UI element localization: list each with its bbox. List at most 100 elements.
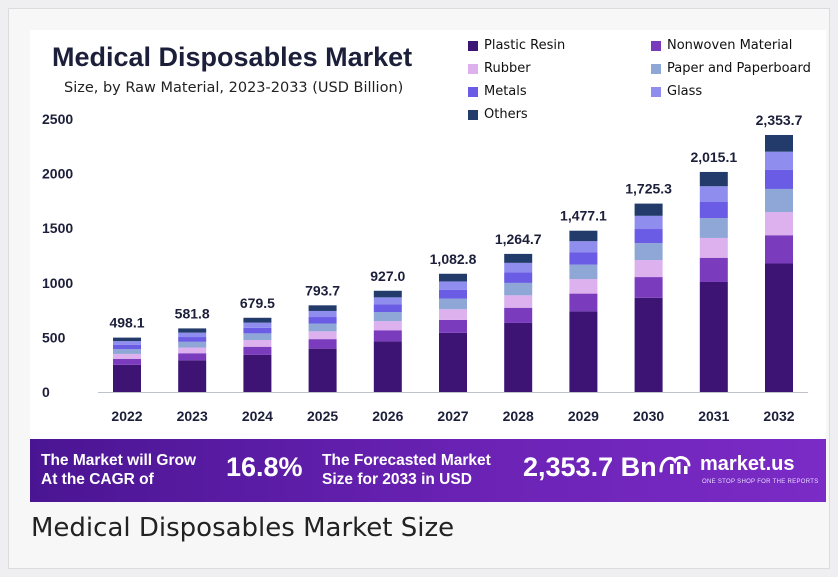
legend-item: Metals bbox=[468, 84, 527, 99]
data-label: 679.5 bbox=[240, 295, 275, 311]
bar-segment bbox=[373, 297, 402, 305]
bar-segment bbox=[113, 344, 141, 350]
x-tick-label: 2022 bbox=[111, 408, 142, 424]
bar-segment bbox=[373, 290, 402, 298]
legend-label: Paper and Paperboard bbox=[667, 61, 811, 76]
x-tick-label: 2030 bbox=[633, 408, 664, 424]
data-label: 581.8 bbox=[175, 305, 210, 321]
bar-segment bbox=[699, 257, 728, 282]
data-label: 927.0 bbox=[370, 268, 405, 284]
bar-segment bbox=[634, 243, 663, 261]
legend-swatch bbox=[651, 40, 661, 51]
x-tick-label: 2027 bbox=[437, 408, 468, 424]
market-us-logo-icon bbox=[659, 456, 691, 474]
x-tick-label: 2025 bbox=[307, 408, 338, 424]
bar-segment bbox=[504, 253, 533, 263]
data-label: 498.1 bbox=[109, 315, 144, 331]
brand-name: market.us bbox=[700, 452, 795, 475]
legend-item: Others bbox=[468, 107, 528, 122]
legend-label: Nonwoven Material bbox=[667, 38, 793, 53]
y-tick-label: 1000 bbox=[42, 275, 73, 291]
forecast-label-line1: The Forecasted Market bbox=[322, 452, 491, 469]
legend-label: Rubber bbox=[484, 61, 531, 76]
cagr-label: The Market will Grow At the CAGR of bbox=[41, 451, 196, 489]
legend-item: Plastic Resin bbox=[468, 38, 565, 53]
x-tick-label: 2029 bbox=[568, 408, 599, 424]
bar-segment bbox=[765, 212, 793, 236]
bar-segment bbox=[634, 260, 663, 278]
data-label: 1,725.3 bbox=[625, 181, 672, 197]
bar-segment bbox=[439, 281, 467, 290]
chart-plot: 0 500 1000 1500 2000 2500 498.1 2022 581.8 2023 67… bbox=[42, 111, 808, 424]
bar-segment bbox=[243, 322, 272, 328]
bar-segment bbox=[699, 237, 728, 258]
figure-card: Medical Disposables Market Size, by Raw … bbox=[8, 8, 830, 569]
legend-label: Metals bbox=[484, 84, 527, 99]
bar-segment bbox=[373, 341, 402, 392]
bar-segment bbox=[699, 281, 728, 392]
cagr-label-line2: At the CAGR of bbox=[41, 471, 154, 488]
bar-segment bbox=[178, 337, 207, 342]
bar-segment bbox=[178, 341, 207, 348]
bar-segment bbox=[569, 264, 598, 280]
bar-segment bbox=[243, 354, 272, 392]
bar-segment bbox=[504, 262, 533, 273]
bar-segment bbox=[765, 169, 793, 189]
bar-segment bbox=[113, 353, 141, 359]
bar-segment bbox=[373, 321, 402, 331]
forecast-label-line2: Size for 2033 in USD bbox=[322, 471, 472, 488]
bar-segment bbox=[634, 203, 663, 216]
y-tick-label: 500 bbox=[42, 329, 66, 345]
brand-logo: market.us bbox=[658, 451, 795, 477]
bar-segment bbox=[308, 317, 337, 324]
summary-banner: The Market will Grow At the CAGR of 16.8… bbox=[30, 439, 826, 502]
bar-segment bbox=[504, 272, 533, 283]
bar-segment bbox=[439, 319, 467, 333]
bar-segment bbox=[699, 171, 728, 187]
legend-label: Plastic Resin bbox=[484, 38, 566, 53]
data-label: 1,082.8 bbox=[430, 251, 477, 267]
bar-segment bbox=[308, 339, 337, 349]
legend-swatch bbox=[468, 63, 478, 74]
bar-segment bbox=[113, 349, 141, 354]
bar-segment bbox=[178, 328, 207, 333]
data-label: 1,264.7 bbox=[495, 231, 542, 247]
figure-caption: Medical Disposables Market Size bbox=[31, 513, 455, 543]
legend-item: Paper and Paperboard bbox=[651, 61, 811, 76]
bar-segment bbox=[504, 322, 533, 392]
bar-segment bbox=[439, 309, 467, 320]
bar-segment bbox=[178, 353, 207, 361]
bar-segment bbox=[634, 215, 663, 230]
legend-swatch bbox=[468, 86, 478, 97]
bar-segment bbox=[373, 330, 402, 342]
legend-swatch bbox=[651, 86, 661, 97]
bar-segment bbox=[569, 279, 598, 294]
y-tick-label: 1500 bbox=[42, 220, 73, 236]
bar-segment bbox=[634, 297, 663, 392]
bar-segment bbox=[373, 312, 402, 322]
data-label: 793.7 bbox=[305, 282, 340, 298]
bar-segment bbox=[634, 277, 663, 298]
bar-segment bbox=[308, 305, 337, 311]
bar-segment bbox=[439, 298, 467, 310]
legend-label: Glass bbox=[667, 84, 703, 99]
legend-item: Glass bbox=[651, 84, 702, 99]
bar-segment bbox=[308, 323, 337, 332]
data-label: 1,477.1 bbox=[560, 208, 607, 224]
bar-segment bbox=[504, 307, 533, 323]
y-tick-label: 2000 bbox=[42, 166, 73, 182]
bar-segment bbox=[439, 289, 467, 299]
chart-panel: Medical Disposables Market Size, by Raw … bbox=[30, 30, 826, 502]
bar-segment bbox=[504, 295, 533, 308]
bar-segment bbox=[765, 235, 793, 264]
x-tick-label: 2032 bbox=[763, 408, 794, 424]
chart-title: Medical Disposables Market bbox=[52, 42, 413, 72]
bar-segment bbox=[373, 304, 402, 313]
bar-segment bbox=[699, 218, 728, 238]
bar-segment bbox=[634, 229, 663, 244]
bar-segment bbox=[243, 346, 272, 355]
bar-segment bbox=[113, 337, 141, 342]
cagr-value: 16.8% bbox=[226, 452, 303, 482]
bar-segment bbox=[178, 332, 207, 338]
forecast-value: 2,353.7 Bn bbox=[523, 452, 657, 482]
